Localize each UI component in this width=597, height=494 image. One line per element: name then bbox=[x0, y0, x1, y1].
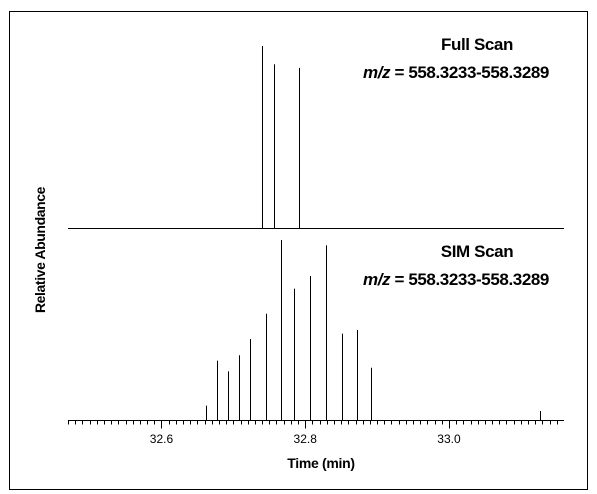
sim-scan-peaks bbox=[206, 240, 541, 420]
sim-scan-mz-prefix: m/z bbox=[363, 270, 391, 289]
full-scan-title: Full Scan bbox=[441, 35, 513, 54]
x-axis-tick-labels: 32.6 32.8 33.0 bbox=[150, 432, 461, 446]
full-scan-mz-range: m/z = 558.3233-558.3289 bbox=[363, 63, 549, 82]
y-axis-label: Relative Abundance bbox=[32, 186, 48, 313]
figure-frame bbox=[9, 11, 588, 490]
full-scan-peaks bbox=[262, 46, 300, 228]
full-scan-mz-prefix: m/z bbox=[363, 63, 391, 82]
sim-scan-mz-values: = 558.3233-558.3289 bbox=[390, 270, 549, 289]
x-tick-label: 32.6 bbox=[150, 432, 174, 446]
x-axis-label: Time (min) bbox=[287, 455, 355, 471]
x-axis-ticks bbox=[68, 420, 558, 429]
sim-scan-mz-range: m/z = 558.3233-558.3289 bbox=[363, 270, 549, 289]
sim-scan-title: SIM Scan bbox=[441, 242, 513, 261]
x-tick-label: 33.0 bbox=[437, 432, 461, 446]
x-tick-label: 32.8 bbox=[294, 432, 318, 446]
full-scan-mz-values: = 558.3233-558.3289 bbox=[390, 63, 549, 82]
